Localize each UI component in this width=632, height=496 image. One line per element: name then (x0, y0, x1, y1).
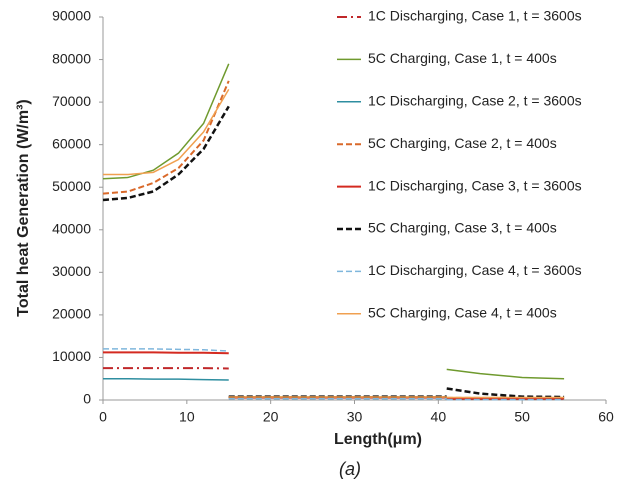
legend-label: 1C Discharging, Case 1, t = 3600s (368, 8, 582, 24)
y-tick-label: 20000 (52, 306, 91, 322)
legend-label: 1C Discharging, Case 2, t = 3600s (368, 93, 582, 109)
y-tick-label: 30000 (52, 263, 91, 279)
y-tick-label: 80000 (52, 50, 91, 66)
series-line (103, 348, 565, 401)
legend-label: 1C Discharging, Case 4, t = 3600s (368, 262, 582, 278)
y-tick-label: 10000 (52, 348, 91, 364)
series-line (103, 88, 565, 399)
x-tick-label: 10 (179, 409, 195, 425)
x-tick-label: 20 (263, 409, 279, 425)
legend-label: 1C Discharging, Case 3, t = 3600s (368, 177, 582, 193)
caption: (a) (339, 459, 361, 479)
y-tick-label: 60000 (52, 135, 91, 151)
y-tick-label: 90000 (52, 8, 91, 24)
series-line (102, 80, 565, 399)
x-tick-label: 40 (431, 409, 447, 425)
x-tick-label: 60 (598, 409, 614, 425)
x-tick-label: 30 (347, 409, 363, 425)
x-tick-label: 50 (514, 409, 530, 425)
legend-label: 5C Charging, Case 3, t = 400s (368, 220, 557, 236)
legend-label: 5C Charging, Case 4, t = 400s (368, 305, 557, 321)
y-tick-label: 50000 (52, 178, 91, 194)
legend-label: 5C Charging, Case 2, t = 400s (368, 135, 557, 151)
y-axis-title: Total heat Generation (W/m³) (15, 99, 32, 316)
y-tick-label: 70000 (52, 93, 91, 109)
x-tick-label: 0 (99, 409, 107, 425)
y-tick-label: 40000 (52, 220, 91, 236)
y-tick-label: 0 (83, 391, 91, 407)
legend-label: 5C Charging, Case 1, t = 400s (368, 50, 557, 66)
x-axis-title: Length(μm) (334, 431, 422, 448)
